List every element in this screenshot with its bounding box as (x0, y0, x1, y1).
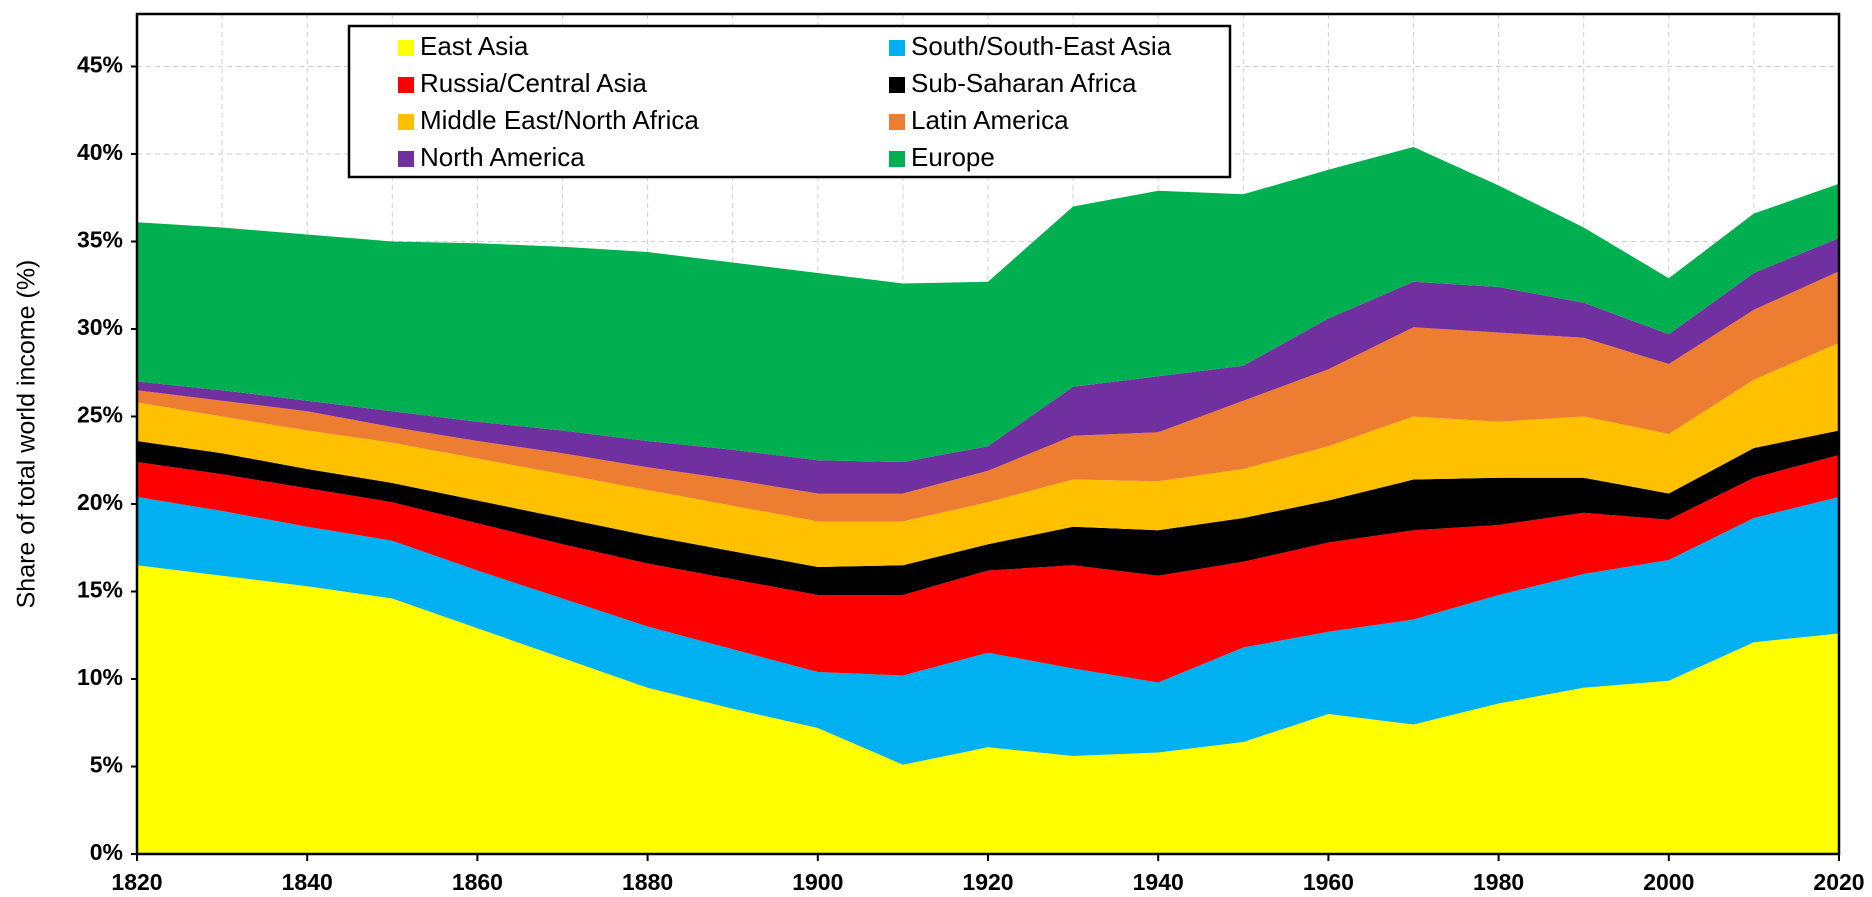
x-tick-label: 1880 (622, 869, 673, 895)
x-tick-label: 1820 (111, 869, 162, 895)
legend-box (347, 24, 1232, 179)
legend-swatch (398, 40, 414, 56)
legend-swatch (889, 151, 905, 167)
legend-label: Russia/Central Asia (420, 68, 647, 98)
legend-label: Middle East/North Africa (420, 105, 699, 135)
y-tick-label: 30% (77, 314, 123, 340)
x-tick-label: 1940 (1133, 869, 1184, 895)
area (137, 238, 1839, 494)
legend-swatch (398, 114, 414, 130)
y-tick-label: 5% (90, 752, 123, 778)
x-tick-label: 1840 (282, 869, 333, 895)
x-tick-label: 1960 (1303, 869, 1354, 895)
x-tick-label: 1980 (1473, 869, 1524, 895)
x-tick-label: 1920 (962, 869, 1013, 895)
area (137, 343, 1839, 567)
legend-swatch (398, 77, 414, 93)
legend-label: North America (420, 142, 585, 172)
area (137, 455, 1839, 683)
x-tick-label: 1900 (792, 869, 843, 895)
y-axis-label: Share of total world income (%) (13, 260, 41, 609)
y-tick-label: 0% (90, 839, 123, 865)
area (137, 271, 1839, 522)
area (137, 497, 1839, 765)
y-tick-label: 35% (77, 227, 123, 253)
area (137, 565, 1839, 854)
legend-label: Europe (911, 142, 995, 172)
area (137, 430, 1839, 595)
y-tick-label: 40% (77, 139, 123, 165)
legend-label: South/South-East Asia (911, 31, 1172, 61)
legend-label: Sub-Saharan Africa (911, 68, 1137, 98)
y-tick-label: 45% (77, 52, 123, 78)
y-tick-label: 15% (77, 577, 123, 603)
legend-swatch (889, 77, 905, 93)
x-tick-label: 1860 (452, 869, 503, 895)
x-tick-label: 2020 (1813, 869, 1864, 895)
x-tick-label: 2000 (1643, 869, 1694, 895)
y-tick-label: 25% (77, 402, 123, 428)
legend-label: Latin America (911, 105, 1069, 135)
area (137, 147, 1839, 462)
legend-label: East Asia (420, 31, 529, 61)
y-tick-label: 20% (77, 489, 123, 515)
y-tick-label: 10% (77, 664, 123, 690)
legend-swatch (398, 151, 414, 167)
legend-swatch (889, 114, 905, 130)
legend-swatch (889, 40, 905, 56)
